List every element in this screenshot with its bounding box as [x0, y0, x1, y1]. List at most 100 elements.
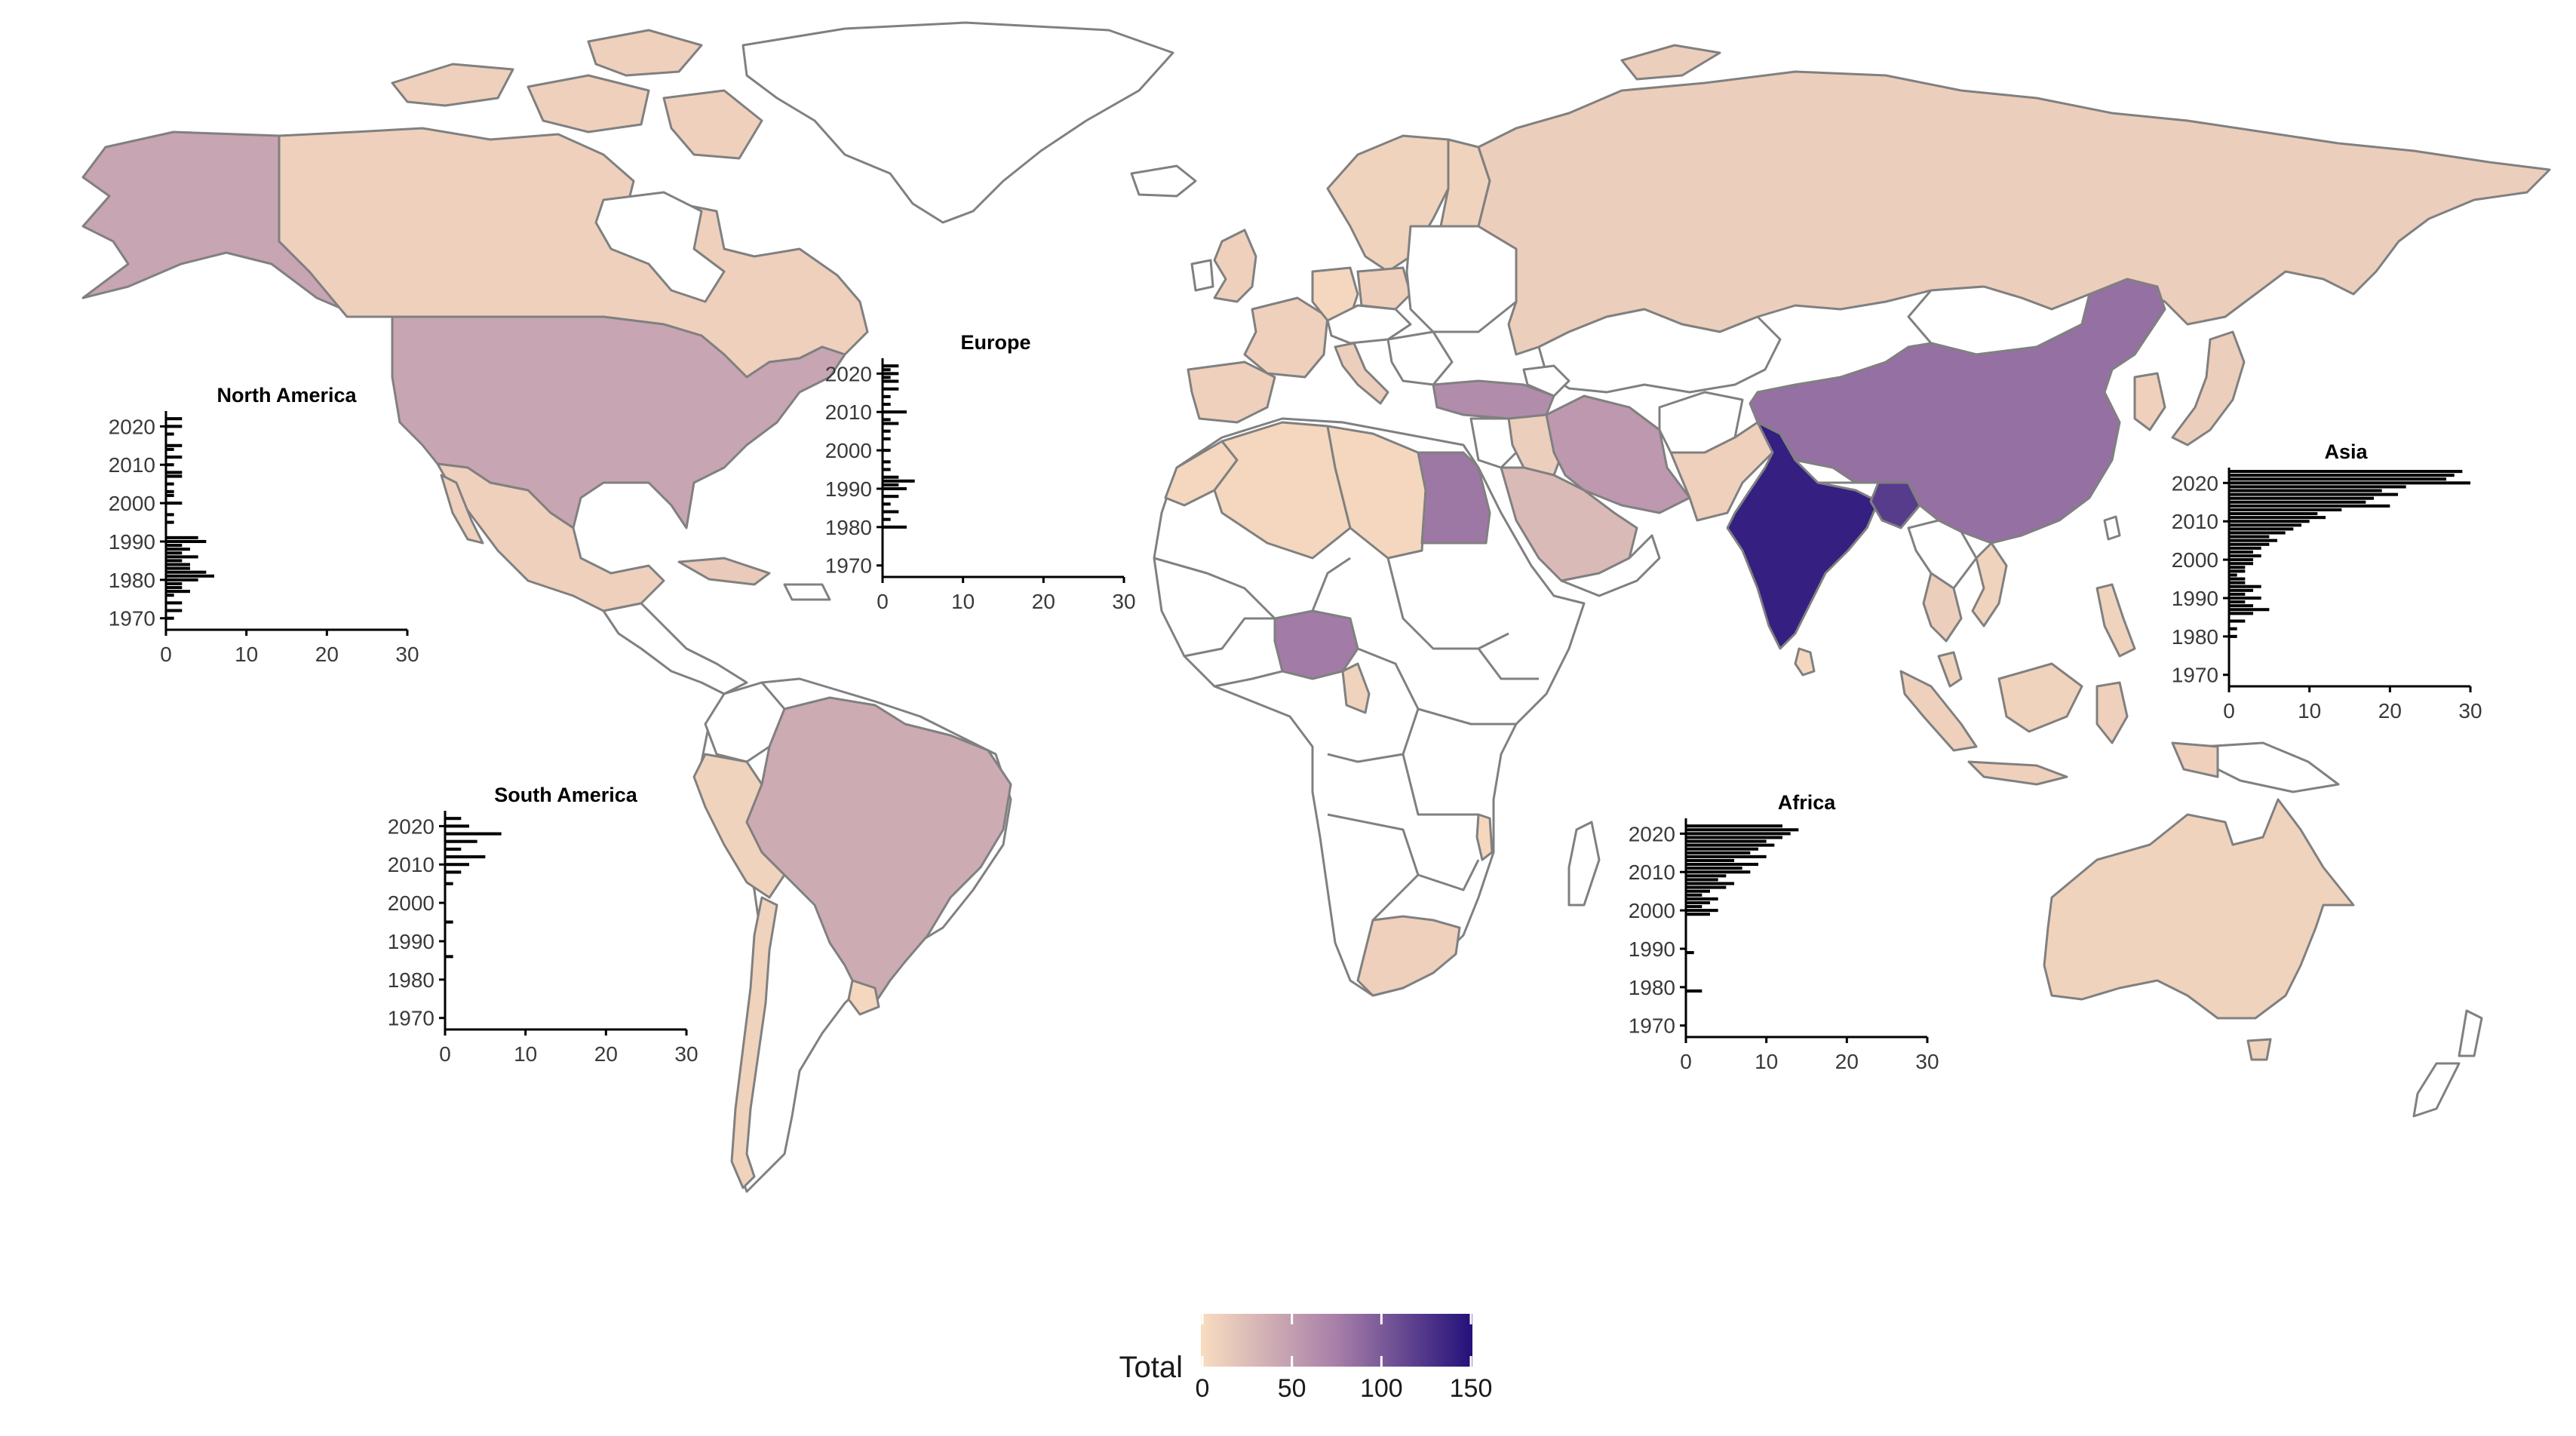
inset-bar [2229, 596, 2261, 600]
region-united-kingdom [1213, 229, 1257, 303]
inset-x-tick-label: 0 [160, 643, 172, 666]
region-myanmar-laos [1907, 519, 1978, 590]
inset-bar [166, 578, 198, 581]
region-poland [1356, 266, 1412, 311]
inset-bar [883, 510, 899, 514]
region-madagascar [1567, 821, 1601, 907]
inset-x-tick-label: 0 [439, 1042, 451, 1066]
inset-axes [1684, 818, 1927, 1039]
inset-x-tick-label: 30 [1112, 590, 1135, 613]
inset-y-tick-label: 2010 [1629, 861, 1675, 884]
inset-bar [166, 443, 183, 447]
inset-bar [1686, 904, 1702, 909]
inset-bar [883, 449, 891, 453]
region-java [1967, 760, 2068, 786]
inset-bar [1686, 989, 1702, 993]
inset-bar [2229, 508, 2342, 511]
inset-bar [166, 581, 183, 585]
inset-bar [445, 824, 469, 828]
inset-axes [2228, 468, 2470, 688]
inset-bar [166, 502, 183, 505]
region-iberia [1187, 361, 1276, 424]
region-malaysia [1937, 651, 1963, 688]
inset-bar [166, 594, 174, 597]
inset-bar [166, 535, 198, 539]
legend-color-bar [1201, 1314, 1472, 1367]
inset-bar [166, 471, 183, 474]
inset-bar [883, 460, 891, 464]
inset-bar [166, 520, 174, 524]
region-sri-lanka [1794, 647, 1816, 677]
region-vietnam [1971, 542, 2008, 627]
inset-bar [883, 403, 891, 407]
inset-x-tick-label: 0 [877, 590, 889, 613]
inset-bar [166, 539, 207, 544]
region-india [1726, 421, 1880, 650]
region-eastern-europe [1405, 225, 1518, 333]
inset-bar [1686, 836, 1782, 839]
region-thailand [1922, 572, 1963, 643]
region-egypt [1417, 451, 1491, 545]
inset-bar [445, 839, 477, 843]
region-new-guinea-west [2171, 741, 2219, 778]
inset-bar [883, 483, 899, 486]
region-saudi-arabia [1500, 466, 1638, 582]
inset-y-tick-label: 1980 [1629, 976, 1675, 999]
inset-bar [445, 882, 453, 885]
region-greenland [741, 21, 1174, 224]
inset-bar [1686, 909, 1718, 913]
legend-tick-label: 0 [1196, 1374, 1210, 1403]
inset-bar [2229, 581, 2246, 585]
inset-bar [2229, 550, 2253, 554]
region-libya [1326, 425, 1427, 560]
inset-bar [2229, 612, 2253, 615]
inset-bar [166, 559, 183, 563]
inset-y-tick-label: 2000 [2172, 548, 2218, 572]
region-novaya-zemlya [1620, 44, 1721, 81]
region-brazil [745, 696, 1012, 1005]
region-sumatra [1899, 670, 1978, 752]
inset-x-tick-label: 10 [951, 590, 975, 613]
inset-bar [166, 417, 183, 421]
inset-bar [166, 609, 183, 612]
region-italy [1334, 342, 1389, 405]
inset-bar [166, 513, 174, 517]
inset-bar [1686, 893, 1702, 897]
inset-bar [1686, 885, 1727, 889]
inset-bar [166, 456, 183, 459]
inset-bar [2229, 627, 2237, 631]
inset-bar [883, 495, 899, 499]
inset-y-tick-label: 2020 [2172, 471, 2218, 495]
inset-bar [166, 463, 174, 467]
region-borneo [1997, 662, 2083, 733]
inset-bar [1686, 828, 1799, 832]
inset-bar [2229, 500, 2366, 504]
inset-bar [883, 486, 907, 491]
legend-ticks: 0 50 100 150 [1196, 1314, 1492, 1403]
inset-bar [883, 517, 891, 521]
inset-y-tick-label: 1970 [388, 1007, 434, 1030]
region-nigeria [1273, 609, 1359, 680]
inset-bar [166, 601, 183, 605]
inset-title: South America [494, 784, 638, 806]
inset-bar [2229, 577, 2246, 581]
inset-x-tick-label: 10 [235, 643, 258, 666]
inset-axes [881, 358, 1124, 578]
inset-bar [883, 437, 891, 440]
region-taiwan [2103, 515, 2121, 541]
inset-bar [2229, 481, 2470, 485]
inset-x-tick-label: 30 [674, 1042, 698, 1066]
region-cameroon [1341, 662, 1371, 714]
inset-y-tick-label: 1990 [388, 930, 434, 953]
region-colombia [704, 681, 786, 763]
inset-bar [166, 544, 183, 548]
region-france [1243, 296, 1329, 379]
inset-y-tick-label: 1980 [388, 968, 434, 992]
inset-y-tick-label: 2000 [825, 439, 872, 462]
region-japan [2171, 330, 2246, 446]
inset-bar [445, 847, 462, 851]
